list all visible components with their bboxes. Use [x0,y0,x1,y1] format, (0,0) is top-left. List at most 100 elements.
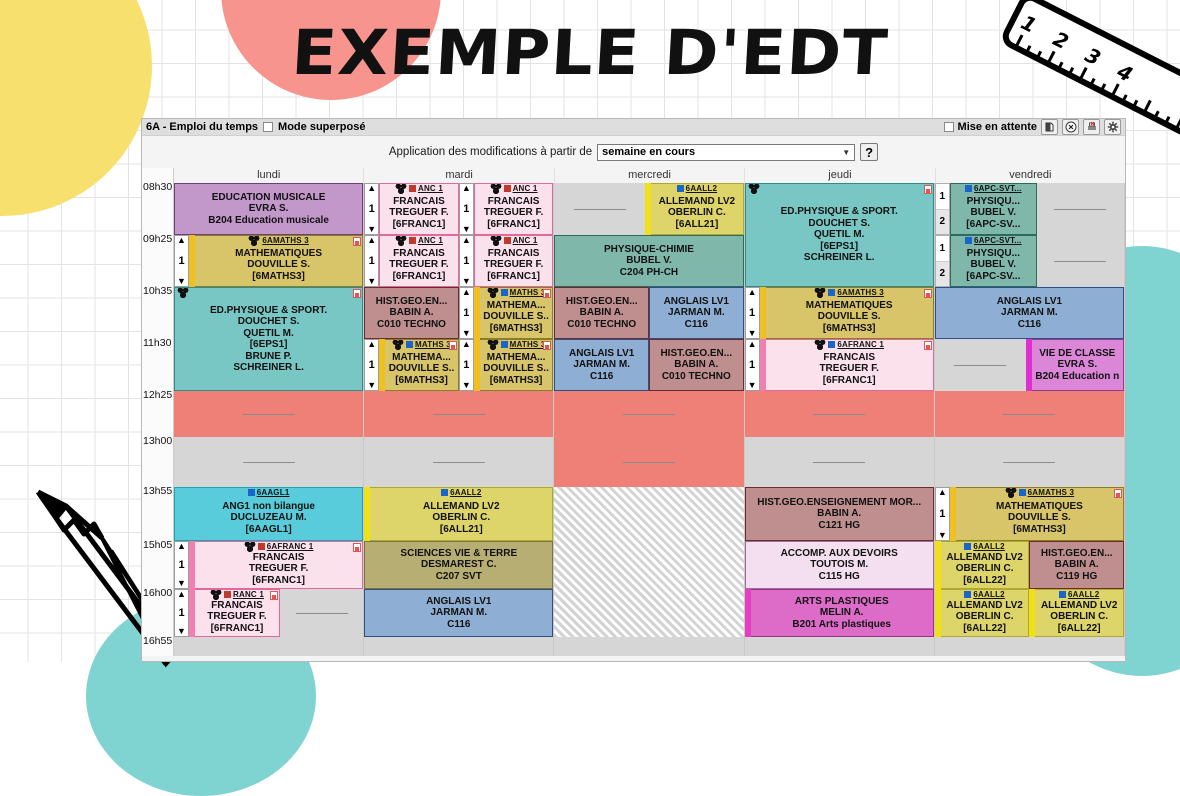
ranked-course-slot[interactable]: 1 2 6APC-SVT... PHYSIQU... BUBEL V. [6APC-SV.… [934,235,1124,287]
spinner-up-icon[interactable]: ▲ [367,235,377,245]
rank-spinner[interactable]: ▲ 1 ▼ [458,287,474,339]
spinner-down-icon[interactable]: ▼ [367,224,377,234]
course-cell[interactable]: 6APC-SVT... PHYSIQU... BUBEL V. [6APC-SV... [949,183,1037,235]
week-select[interactable]: semaine en cours ▼ [597,143,856,161]
course-cell[interactable]: 6AFRANC 1 FRANCAIS TREGUER F. [6FRANC1] [195,541,364,589]
course-slot[interactable]: ▲ 1 ▼ 6AMATHS 3 MATHEMATIQUES DOUVILLE S. [6MA… [934,487,1124,541]
rank-spinner[interactable]: ▲ 1 ▼ [458,235,474,287]
empty-slot[interactable] [174,437,364,487]
empty-slot[interactable] [174,437,364,487]
course-cell[interactable]: ANGLAIS LV1 JARMAN M. C116 [364,589,554,637]
rank-spinner[interactable]: ▲ 1 ▼ [744,287,760,339]
course-slot[interactable]: PHYSIQUE-CHIMIE BUBEL V. C204 PH-CH [554,235,744,287]
lunch-break-slot[interactable] [554,391,744,437]
spinner-down-icon[interactable]: ▼ [461,328,471,338]
rank-option[interactable]: 1 [935,236,949,262]
course-cell[interactable]: HIST.GEO.EN... BABIN A. C010 TECHNO [554,287,649,339]
course-cell[interactable]: SCIENCES VIE & TERRE DESMAREST C. C207 SVT [364,541,554,589]
lunch-break-body[interactable] [554,391,744,437]
spinner-up-icon[interactable]: ▲ [461,183,471,193]
split-course-slot[interactable]: ▲ 1 ▼ ANC 1 FRANCAIS TREGUER F. [6FRANC1] ▲ 1 ▼ AN… [364,235,554,287]
spinner-up-icon[interactable]: ▲ [747,287,757,297]
rank-spinner[interactable]: ▲ 1 ▼ [744,339,760,391]
copy-icon[interactable] [1041,119,1058,135]
course-cell[interactable]: 6AALL2 ALLEMAND LV2 OBERLIN C. [6ALL21] [651,183,744,235]
spinner-up-icon[interactable]: ▲ [177,541,186,551]
empty-slot[interactable] [554,183,646,235]
mise-en-attente-checkbox[interactable] [943,122,954,132]
lunch-break-slot[interactable] [174,391,364,437]
cancel-icon[interactable] [1062,119,1079,135]
empty-slot[interactable] [279,589,364,637]
spinner-up-icon[interactable]: ▲ [747,339,757,349]
lunch-break-slot[interactable] [744,391,934,437]
empty-slot[interactable] [744,437,934,487]
lunch-break-body[interactable] [174,391,364,437]
spinner-down-icon[interactable]: ▼ [367,276,377,286]
unavailable-slot[interactable] [554,487,744,637]
course-slot[interactable]: 6AALL2 ALLEMAND LV2 OBERLIN C. [6ALL21] [364,487,554,541]
course-cell[interactable]: 6AALL2 ALLEMAND LV2 OBERLIN C. [6ALL22] [940,589,1030,637]
rank-option[interactable]: 2 [935,261,949,286]
lunch-break-body[interactable] [934,391,1124,437]
rank-spinner[interactable]: ▲ 1 ▼ [934,487,950,541]
split-course-slot[interactable]: ▲ 1 ▼ MATHS 3 MATHEMA... DOUVILLE S.. [6MATHS3… [364,339,554,391]
split-course-slot[interactable]: 6AALL2 ALLEMAND LV2 OBERLIN C. [6ALL22] 6AAL… [934,589,1124,637]
course-cell[interactable]: 6AMATHS 3 MATHEMATIQUES DOUVILLE S. [6MATHS… [765,287,934,339]
course-slot[interactable]: SCIENCES VIE & TERRE DESMAREST C. C207 SVT [364,541,554,589]
course-cell[interactable]: ANGLAIS LV1 JARMAN M. C116 [554,339,649,391]
split-course-slot[interactable]: ANGLAIS LV1 JARMAN M. C116 HIST.GEO.EN... BA… [554,339,744,391]
lunch-break-slot[interactable] [934,391,1124,437]
rank-spinner[interactable]: ▲ 1 ▼ [174,589,189,637]
course-cell[interactable]: PHYSIQUE-CHIMIE BUBEL V. C204 PH-CH [554,235,744,287]
course-cell[interactable]: 6APC-SVT... PHYSIQU... BUBEL V. [6APC-SV... [949,235,1037,287]
course-cell[interactable]: HIST.GEO.ENSEIGNEMENT MOR... BABIN A. C121… [744,487,934,541]
course-cell[interactable]: MATHS 3 MATHEMA... DOUVILLE S.. [6MATHS3] [479,339,554,391]
course-cell[interactable]: 6AALL2 ALLEMAND LV2 OBERLIN C. [6ALL21] [370,487,554,541]
print-icon[interactable] [1083,119,1100,135]
spinner-up-icon[interactable]: ▲ [177,235,186,245]
empty-slot[interactable] [364,437,554,487]
course-slot[interactable]: ARTS PLASTIQUES MELIN A. B201 Arts plastiq… [744,589,934,637]
empty-slot[interactable] [1036,235,1124,287]
course-cell[interactable]: ANC 1 FRANCAIS TREGUER F. [6FRANC1] [379,235,459,287]
rank-spinner[interactable]: ▲ 1 ▼ [458,339,474,391]
empty-slot[interactable] [1036,183,1124,235]
course-slot[interactable]: ANGLAIS LV1 JARMAN M. C116 [364,589,554,637]
lunch-break-body[interactable] [364,391,554,437]
lunch-break-body[interactable] [744,391,934,437]
spinner-down-icon[interactable]: ▼ [177,578,186,588]
partial-course-slot[interactable]: 6AALL2 ALLEMAND LV2 OBERLIN C. [6ALL21] [554,183,744,235]
rank-spinner[interactable]: ▲ 1 ▼ [174,235,189,287]
rank-spinner[interactable]: ▲ 1 ▼ [364,183,380,235]
spinner-down-icon[interactable]: ▼ [367,380,377,390]
empty-slot[interactable] [744,437,934,487]
rank-option[interactable]: 1 [935,184,949,210]
course-cell[interactable]: 6AMATHS 3 MATHEMATIQUES DOUVILLE S. [6MATHS… [195,235,364,287]
rank-spinner[interactable]: ▲ 1 ▼ [174,541,189,589]
course-cell[interactable]: EDUCATION MUSICALE EVRA S. B204 Education … [174,183,364,235]
spinner-down-icon[interactable]: ▼ [747,380,757,390]
split-course-slot[interactable]: HIST.GEO.EN... BABIN A. C010 TECHNO ▲ 1 ▼ MATH… [364,287,554,339]
course-cell[interactable]: ANGLAIS LV1 JARMAN M. C116 [648,287,744,339]
lunch-break-slot[interactable] [554,437,744,487]
split-course-slot[interactable]: 6AALL2 ALLEMAND LV2 OBERLIN C. [6ALL22] HIST… [934,541,1124,589]
course-slot[interactable]: ED.PHYSIQUE & SPORT. DOUCHET S. QUETIL M.[… [174,287,364,391]
rank-spinner[interactable]: ▲ 1 ▼ [458,183,474,235]
course-cell[interactable]: ANC 1 FRANCAIS TREGUER F. [6FRANC1] [473,235,554,287]
course-slot[interactable]: ▲ 1 ▼ 6AFRANC 1 FRANCAIS TREGUER F. [6FRANC1] [744,339,934,391]
course-slot[interactable]: EDUCATION MUSICALE EVRA S. B204 Education … [174,183,364,235]
course-cell[interactable]: ED.PHYSIQUE & SPORT. DOUCHET S. QUETIL M.[… [174,287,364,391]
course-slot[interactable]: ▲ 1 ▼ 6AMATHS 3 MATHEMATIQUES DOUVILLE S. [6MA… [744,287,934,339]
course-cell[interactable]: HIST.GEO.EN... BABIN A. C010 TECHNO [364,287,459,339]
split-course-slot[interactable]: ▲ 1 ▼ ANC 1 FRANCAIS TREGUER F. [6FRANC1] ▲ 1 ▼ AN… [364,183,554,235]
lunch-break-slot[interactable] [364,391,554,437]
rank-spinner[interactable]: ▲ 1 ▼ [364,235,380,287]
empty-slot[interactable] [934,437,1124,487]
spinner-up-icon[interactable]: ▲ [177,589,186,599]
course-cell[interactable]: 6AFRANC 1 FRANCAIS TREGUER F. [6FRANC1] [765,339,934,391]
course-slot[interactable]: ACCOMP. AUX DEVOIRS TOUTOIS M. C115 HG [744,541,934,589]
course-cell[interactable]: VIE DE CLASSE EVRA S. B204 Education n [1031,339,1124,391]
lunch-break-body[interactable] [554,437,744,487]
